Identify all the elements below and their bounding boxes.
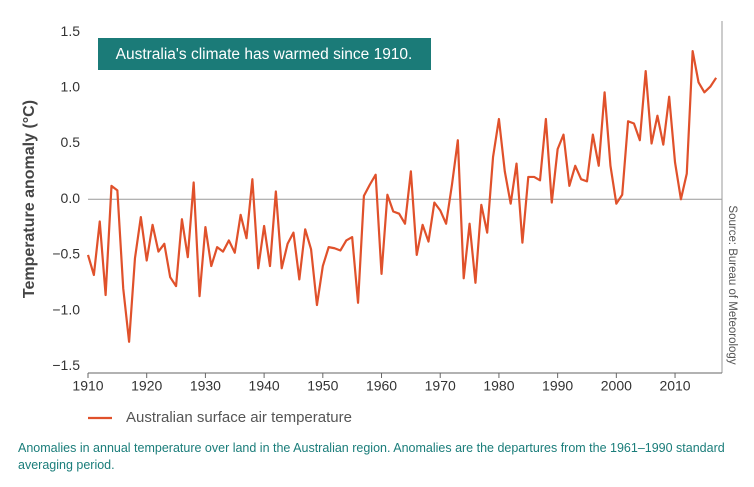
x-tick-label: 1940 (249, 378, 280, 394)
x-tick-label: 1960 (366, 378, 397, 394)
title-box (98, 38, 431, 70)
x-tick-label: 1930 (190, 378, 221, 394)
x-tick-label: 1950 (307, 378, 338, 394)
chart: Australia's climate has warmed since 191… (21, 21, 738, 426)
series-line (86, 49, 718, 343)
y-tick-label: −1.0 (52, 301, 80, 317)
y-tick-label: 1.0 (61, 79, 81, 95)
x-tick-label: 2010 (659, 378, 690, 394)
y-tick-label: 0.5 (61, 134, 81, 150)
x-tick-label: 1970 (425, 378, 456, 394)
x-tick-label: 1910 (72, 378, 103, 394)
x-tick-label: 1920 (131, 378, 162, 394)
x-tick-label: 2000 (601, 378, 632, 394)
legend-label: Australian surface air temperature (126, 409, 352, 426)
caption: Anomalies in annual temperature over lan… (18, 441, 725, 472)
y-tick-label: −1.5 (52, 357, 80, 373)
source: Source: Bureau of Meteorology (726, 205, 738, 364)
y-tick-label: 1.5 (61, 23, 81, 39)
y-tick-label: 0.0 (61, 190, 81, 206)
x-tick-label: 1980 (483, 378, 514, 394)
x-tick-label: 1990 (542, 378, 573, 394)
y-tick-label: −0.5 (52, 246, 80, 262)
y-axis-label: Temperature anomaly (°C) (21, 100, 38, 298)
chart-title: Australia's climate has warmed since 191… (116, 46, 413, 63)
